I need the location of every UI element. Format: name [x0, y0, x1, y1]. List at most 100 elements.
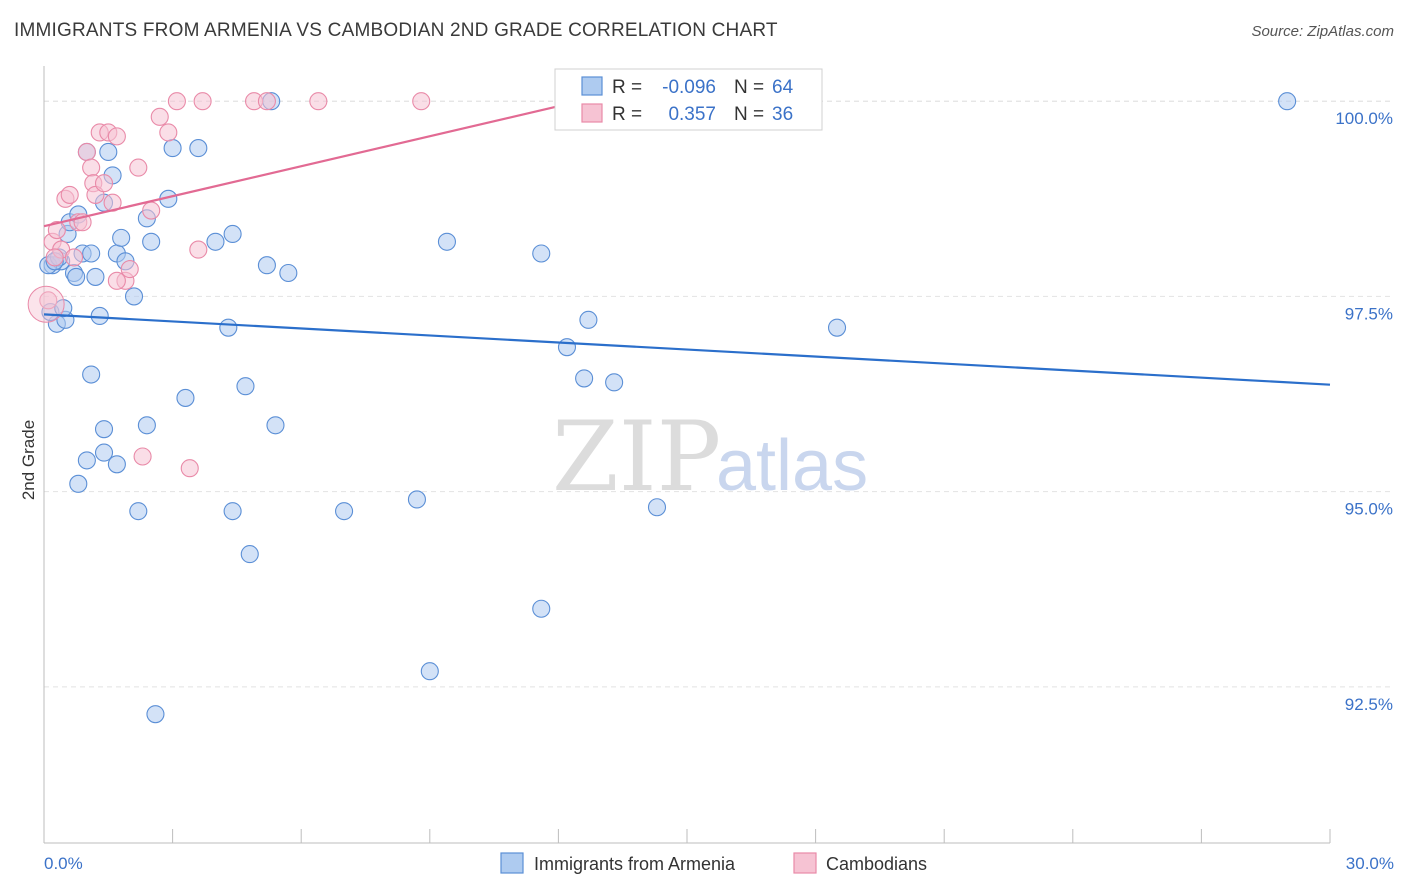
trend-lines [43, 100, 1331, 386]
point-armenia [1278, 92, 1297, 111]
point-cambodians [133, 447, 152, 466]
point-cambodians [120, 260, 139, 279]
stats-n-value-1: 64 [772, 77, 794, 98]
stats-n-label-2: N = [734, 104, 764, 125]
point-cambodians [167, 92, 186, 111]
stats-swatch-blue [581, 76, 603, 96]
point-cambodians [107, 127, 126, 146]
point-cambodians [159, 123, 178, 142]
point-cambodians [64, 248, 84, 267]
point-armenia [99, 142, 118, 162]
point-armenia [90, 306, 109, 326]
point-armenia [647, 498, 667, 517]
point-armenia [240, 545, 259, 564]
y-tick-label: 95.0% [1345, 500, 1393, 519]
point-cambodians [39, 291, 58, 310]
point-cambodians [77, 142, 96, 162]
chart-source: Source: ZipAtlas.com [1251, 23, 1394, 40]
point-armenia [69, 474, 88, 493]
point-armenia [67, 267, 86, 286]
y-tick-label: 97.5% [1345, 304, 1393, 323]
point-armenia [407, 490, 426, 509]
trend-line-armenia [43, 313, 1331, 386]
y-axis-label: 2nd Grade [19, 420, 38, 500]
x-tick-label-max: 30.0% [1346, 854, 1394, 873]
stats-n-label-1: N = [734, 77, 764, 98]
point-armenia [129, 502, 148, 521]
point-cambodians [129, 158, 148, 177]
point-armenia [94, 443, 114, 462]
point-armenia [107, 455, 126, 474]
stats-r-label-2: R = [612, 104, 642, 125]
trend-line-cambodians [43, 100, 581, 228]
point-armenia [82, 365, 101, 384]
point-armenia [223, 502, 242, 521]
point-cambodians [412, 92, 431, 111]
legend-swatch-armenia [500, 852, 524, 874]
y-tick-labels: 92.5% 95.0% 97.5% 100.0% [1335, 109, 1393, 714]
point-cambodians [257, 92, 276, 111]
stats-r-value-2: 0.357 [668, 104, 716, 125]
point-armenia [176, 388, 195, 407]
point-armenia [163, 139, 182, 158]
legend-label-cambodians: Cambodians [826, 854, 927, 874]
point-armenia [605, 373, 624, 392]
stats-r-value-1: -0.096 [662, 77, 716, 98]
stats-swatch-pink [581, 103, 603, 123]
point-armenia [223, 224, 242, 244]
point-armenia [236, 377, 255, 396]
point-armenia [827, 318, 847, 337]
point-cambodians-cluster [27, 285, 65, 323]
point-cambodians [60, 185, 79, 204]
data-points [27, 92, 1297, 724]
point-armenia [142, 232, 161, 251]
watermark-atlas: atlas [716, 426, 868, 506]
point-armenia [219, 318, 238, 337]
point-armenia [557, 338, 577, 357]
point-armenia [112, 228, 131, 247]
stats-box: R = -0.096 N = 64 R = 0.357 N = 36 [554, 68, 823, 131]
point-cambodians [94, 174, 114, 193]
point-cambodians [142, 201, 161, 220]
point-armenia [189, 139, 208, 158]
chart-title: IMMIGRANTS FROM ARMENIA VS CAMBODIAN 2ND… [14, 20, 778, 41]
point-armenia [86, 267, 105, 286]
legend: Immigrants from Armenia Cambodians [500, 852, 927, 874]
point-cambodians [45, 248, 64, 267]
axes [43, 66, 1331, 844]
point-armenia [206, 232, 225, 251]
point-armenia [575, 369, 594, 388]
point-cambodians [82, 158, 101, 177]
point-armenia [137, 416, 156, 435]
point-cambodians [107, 271, 126, 290]
point-armenia [94, 420, 114, 439]
legend-swatch-cambodians [793, 852, 817, 874]
point-armenia [437, 232, 456, 251]
point-armenia [279, 263, 298, 283]
stats-n-value-2: 36 [772, 104, 793, 125]
watermark-zip: ZIP [552, 401, 721, 513]
point-cambodians [47, 221, 66, 240]
point-armenia [146, 705, 165, 724]
point-cambodians [189, 240, 208, 259]
point-armenia [579, 310, 598, 329]
y-tick-label: 100.0% [1335, 109, 1393, 128]
point-armenia [335, 502, 354, 521]
stats-r-label-1: R = [612, 77, 642, 98]
point-armenia [77, 451, 96, 470]
point-cambodians [309, 92, 328, 111]
point-cambodians [193, 92, 212, 111]
point-cambodians [150, 107, 169, 126]
point-armenia [257, 256, 276, 275]
legend-label-armenia: Immigrants from Armenia [534, 854, 736, 874]
point-armenia [124, 287, 144, 306]
point-armenia [266, 416, 285, 435]
point-armenia [532, 599, 551, 618]
y-tick-label: 92.5% [1345, 695, 1393, 714]
point-armenia [82, 244, 101, 263]
x-tick-label-min: 0.0% [44, 854, 83, 873]
point-armenia [532, 244, 551, 263]
point-armenia [420, 662, 439, 681]
point-cambodians [180, 459, 199, 478]
